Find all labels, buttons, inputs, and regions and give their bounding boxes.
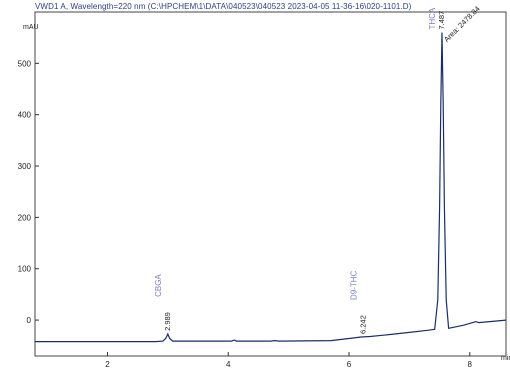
peak-time-label: 2.989 <box>163 312 172 331</box>
x-tick-label: 6 <box>347 360 352 369</box>
signal-line <box>35 32 507 343</box>
x-tick-label: 2 <box>105 360 110 369</box>
peak-time-label: 7.487 <box>437 11 446 30</box>
x-tick-label: 4 <box>226 360 231 369</box>
y-tick-label: 0 <box>27 316 32 325</box>
y-tick-label: 500 <box>18 59 32 68</box>
peak-name-label: D9-THC <box>349 270 358 300</box>
peak-area-label: Area: 2478.84 <box>442 4 482 44</box>
y-tick-label: 200 <box>18 213 32 222</box>
peak-name-label: THCA <box>428 7 437 29</box>
y-tick-label: 100 <box>18 265 32 274</box>
chart-title: VWD1 A, Wavelength=220 nm (C:\HPCHEM\1\D… <box>35 2 412 11</box>
x-tick-label: 8 <box>468 360 473 369</box>
y-tick-label: 300 <box>18 162 32 171</box>
x-axis-unit: min <box>501 355 510 362</box>
peak-time-label: 6.242 <box>358 315 367 334</box>
plot-frame <box>34 11 507 357</box>
y-axis-unit: mAU <box>23 24 39 31</box>
y-tick-label: 400 <box>18 111 32 120</box>
peak-name-label: CBGA <box>154 274 163 297</box>
